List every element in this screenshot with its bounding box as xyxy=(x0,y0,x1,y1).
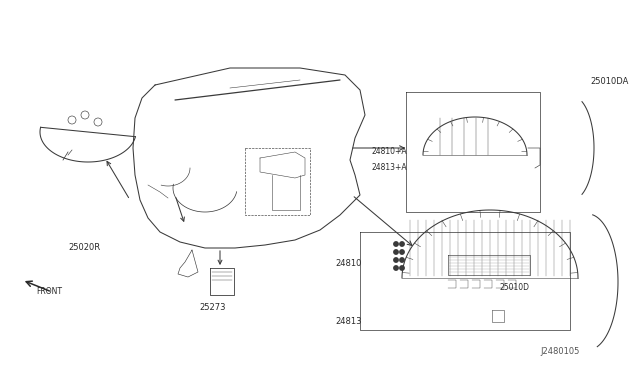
Circle shape xyxy=(394,250,398,254)
Text: 25010DA: 25010DA xyxy=(590,77,628,87)
Text: 24813+A: 24813+A xyxy=(372,164,408,173)
Text: J2480105: J2480105 xyxy=(540,347,580,356)
Circle shape xyxy=(394,258,398,262)
Text: 25273: 25273 xyxy=(200,304,227,312)
Text: 24810+A: 24810+A xyxy=(372,148,408,157)
Circle shape xyxy=(400,242,404,246)
Circle shape xyxy=(400,258,404,262)
Circle shape xyxy=(400,250,404,254)
Text: 24813: 24813 xyxy=(335,317,362,327)
Text: 24810: 24810 xyxy=(335,260,362,269)
Text: 25020R: 25020R xyxy=(68,244,100,253)
Circle shape xyxy=(394,266,398,270)
Text: 25010D: 25010D xyxy=(500,283,530,292)
Circle shape xyxy=(400,266,404,270)
Text: FRONT: FRONT xyxy=(36,288,62,296)
Circle shape xyxy=(394,242,398,246)
